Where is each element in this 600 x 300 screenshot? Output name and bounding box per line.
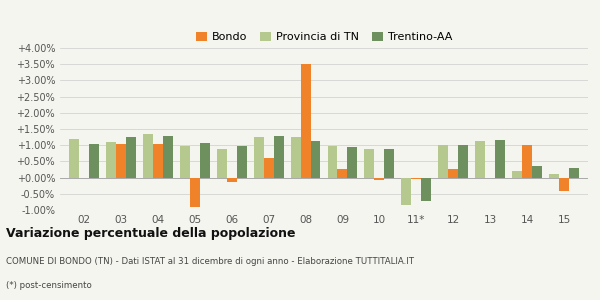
Bar: [227, 178, 236, 182]
Bar: [290, 137, 301, 178]
Bar: [217, 149, 227, 178]
Bar: [347, 147, 358, 178]
Bar: [143, 134, 153, 178]
Bar: [512, 171, 522, 178]
Bar: [274, 136, 284, 178]
Bar: [200, 143, 210, 178]
Bar: [180, 146, 190, 178]
Bar: [89, 144, 99, 178]
Bar: [236, 146, 247, 178]
Bar: [549, 174, 559, 178]
Bar: [458, 145, 468, 178]
Bar: [522, 145, 532, 178]
Text: (*) post-censimento: (*) post-censimento: [6, 281, 92, 290]
Bar: [328, 146, 337, 178]
Bar: [448, 169, 458, 178]
Bar: [116, 144, 126, 178]
Bar: [559, 178, 569, 190]
Bar: [163, 136, 173, 178]
Bar: [311, 141, 320, 178]
Bar: [495, 140, 505, 178]
Bar: [69, 139, 79, 178]
Bar: [421, 178, 431, 201]
Bar: [153, 144, 163, 178]
Bar: [263, 158, 274, 178]
Bar: [254, 137, 263, 178]
Bar: [126, 137, 136, 178]
Bar: [364, 149, 374, 178]
Bar: [374, 178, 385, 180]
Bar: [190, 178, 200, 207]
Bar: [412, 178, 421, 179]
Legend: Bondo, Provincia di TN, Trentino-AA: Bondo, Provincia di TN, Trentino-AA: [191, 28, 457, 46]
Bar: [106, 142, 116, 178]
Bar: [301, 64, 311, 178]
Bar: [401, 178, 412, 205]
Bar: [337, 169, 347, 178]
Text: COMUNE DI BONDO (TN) - Dati ISTAT al 31 dicembre di ogni anno - Elaborazione TUT: COMUNE DI BONDO (TN) - Dati ISTAT al 31 …: [6, 257, 414, 266]
Text: Variazione percentuale della popolazione: Variazione percentuale della popolazione: [6, 227, 296, 240]
Bar: [569, 168, 579, 178]
Bar: [385, 149, 394, 178]
Bar: [438, 145, 448, 178]
Bar: [532, 166, 542, 178]
Bar: [475, 141, 485, 178]
